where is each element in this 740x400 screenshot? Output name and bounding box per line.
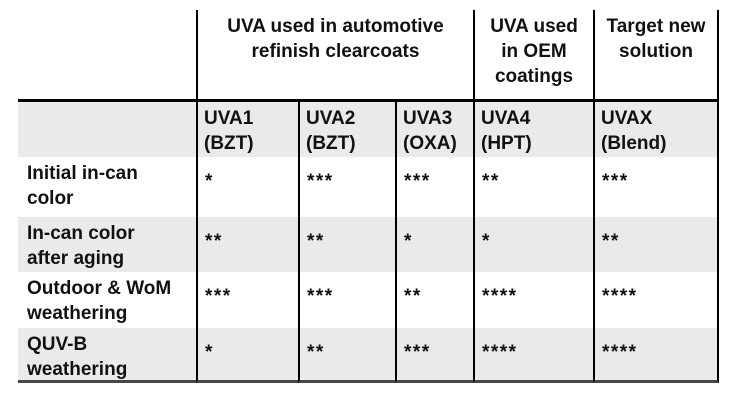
column-header-uvax: UVAX (Blend): [593, 102, 719, 157]
rating-cell: ***: [298, 272, 395, 328]
rating-cell: ***: [395, 157, 473, 217]
rating-cell: **: [593, 217, 719, 272]
rating-cell: *: [473, 217, 593, 272]
rating-cell: *: [395, 217, 473, 272]
rating-cell: ****: [473, 328, 593, 383]
rating-cell: *: [196, 328, 298, 383]
rating-cell: *: [196, 157, 298, 217]
rating-cell: ***: [196, 272, 298, 328]
group-header-refinish-clearcoats: UVA used in automotive refinish clearcoa…: [196, 10, 473, 102]
row-label-in-can-color-after-aging: In-can color after aging: [18, 217, 196, 272]
group-header-oem-coatings: UVA used in OEM coatings: [473, 10, 593, 102]
row-label-outdoor-wom-weathering: Outdoor & WoM weathering: [27, 278, 172, 324]
rating-cell: **: [298, 328, 395, 383]
rating-cell: **: [395, 272, 473, 328]
row-label-initial-in-can-color: Initial in-can color: [27, 163, 138, 209]
rating-cell: ****: [473, 272, 593, 328]
rating-cell: **: [298, 217, 395, 272]
column-header-spacer: [18, 102, 196, 157]
column-header-uva2: UVA2 (BZT): [298, 102, 395, 157]
rating-cell: ***: [298, 157, 395, 217]
rating-cell: ***: [593, 157, 719, 217]
rating-cell: ****: [593, 328, 719, 383]
rating-cell: **: [473, 157, 593, 217]
column-header-uva1: UVA1 (BZT): [196, 102, 298, 157]
rating-cell: ***: [395, 328, 473, 383]
rating-cell: ****: [593, 272, 719, 328]
group-header-target-solution: Target new solution: [593, 10, 719, 102]
column-header-uva3: UVA3 (OXA): [395, 102, 473, 157]
row-label-quv-b-weathering: QUV-B weathering: [18, 328, 196, 383]
rating-cell: **: [196, 217, 298, 272]
corner-cell: [18, 10, 196, 102]
uva-comparison-table: UVA used in automotive refinish clearcoa…: [18, 10, 719, 383]
column-header-uva4: UVA4 (HPT): [473, 102, 593, 157]
